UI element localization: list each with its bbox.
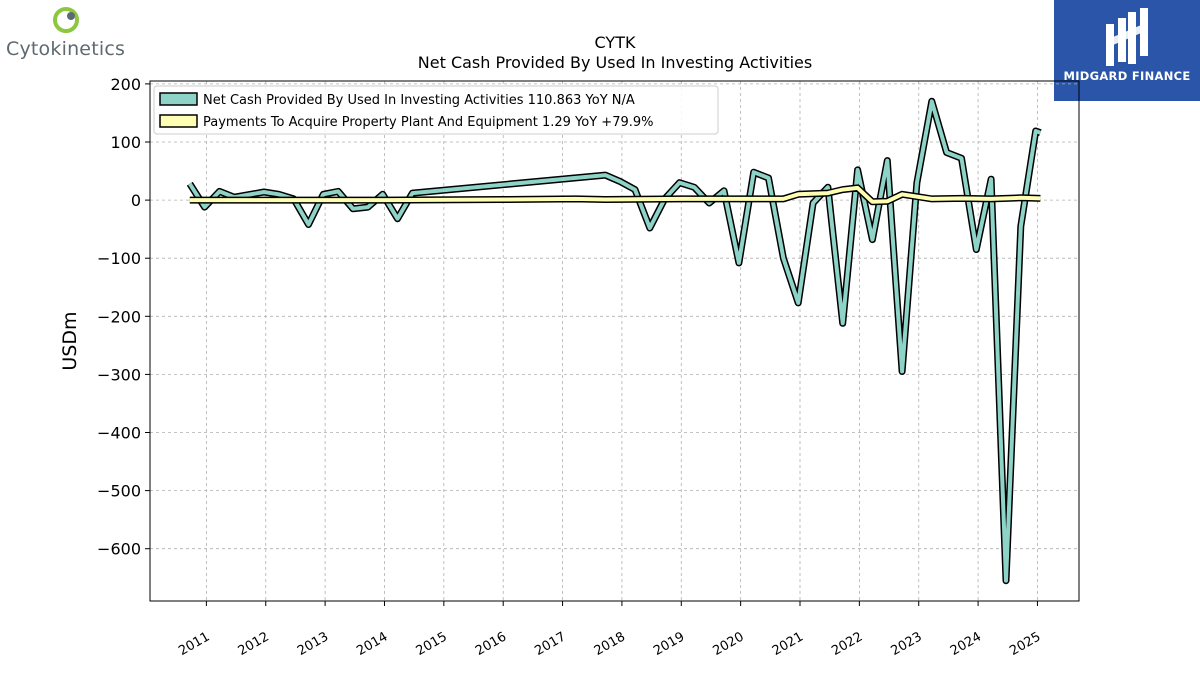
legend-box [153, 85, 719, 135]
chart-title: CYTK [595, 33, 636, 52]
midgard-brand-text: MIDGARD FINANCE [1063, 69, 1191, 83]
y-tick-label: −100 [97, 249, 141, 268]
midgard-finance-logo: MIDGARD FINANCE [1054, 0, 1200, 101]
x-tick-label: 2018 [592, 629, 628, 659]
series-layer [186, 97, 1042, 585]
cytokinetics-logo: Cytokinetics [4, 4, 128, 60]
series-line-capex-payments [189, 185, 1041, 204]
y-tick-label: −300 [97, 365, 141, 384]
x-tick-label: 2014 [354, 629, 390, 659]
x-tick-label: 2020 [710, 629, 746, 659]
x-tick-label: 2022 [829, 629, 865, 659]
plot-frame [149, 80, 1080, 602]
legend: Net Cash Provided By Used In Investing A… [153, 85, 719, 135]
x-tick-label: 2016 [473, 629, 509, 659]
x-tick-label: 2025 [1007, 629, 1043, 659]
legend-label-capex: Payments To Acquire Property Plant And E… [203, 115, 654, 130]
x-tick-label: 2017 [532, 629, 568, 659]
y-axis-label: USDm [59, 311, 81, 370]
x-tick-label: 2015 [414, 629, 450, 659]
series-line-investing-activities-outline [186, 97, 1042, 585]
x-tick-label: 2012 [236, 629, 272, 659]
y-tick-label: −600 [97, 540, 141, 559]
x-tick-label: 2021 [770, 629, 806, 659]
midgard-logo-icon [1106, 8, 1148, 66]
cytokinetics-logo-icon [53, 7, 79, 33]
chart-subtitle: Net Cash Provided By Used In Investing A… [418, 53, 812, 72]
legend-label-investing: Net Cash Provided By Used In Investing A… [203, 93, 635, 108]
y-tick-label: 100 [110, 133, 141, 152]
x-tick-label: 2023 [889, 629, 925, 659]
legend-swatch-investing [159, 92, 198, 106]
y-tick-label: −500 [97, 482, 141, 501]
series-line-investing-activities [188, 99, 1042, 583]
grid-layer [150, 81, 1079, 601]
cytokinetics-brand-text: Cytokinetics [6, 38, 126, 60]
legend-swatch-capex [159, 114, 198, 128]
y-tick-label: −200 [97, 307, 141, 326]
x-tick-label: 2011 [176, 629, 212, 659]
y-tick-label: 0 [131, 191, 141, 210]
y-tick-label: 200 [110, 75, 141, 94]
y-tick-label: −400 [97, 424, 141, 443]
x-tick-label: 2019 [651, 629, 687, 659]
x-tick-label: 2013 [295, 629, 331, 659]
x-tick-label: 2024 [948, 629, 984, 659]
